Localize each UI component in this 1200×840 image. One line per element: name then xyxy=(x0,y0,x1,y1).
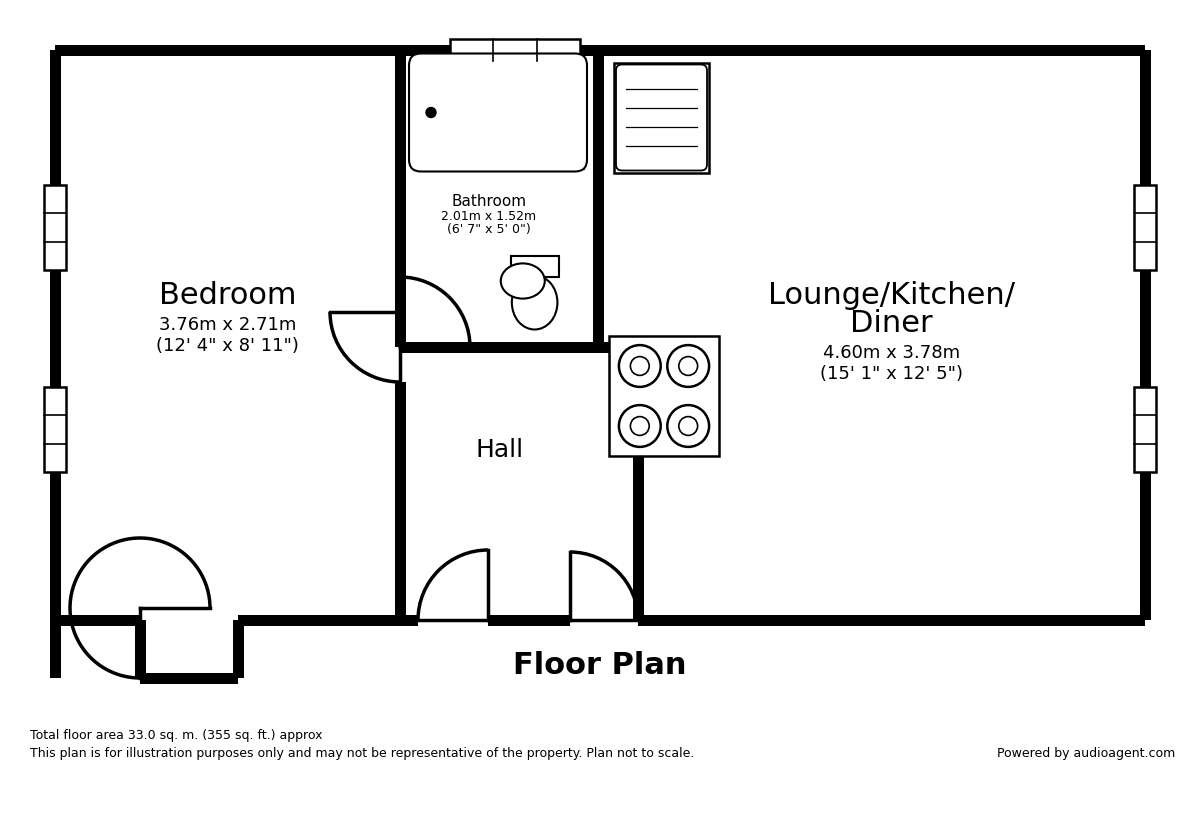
Bar xyxy=(1134,185,1156,270)
Text: Total floor area 33.0 sq. m. (355 sq. ft.) approx: Total floor area 33.0 sq. m. (355 sq. ft… xyxy=(30,728,323,742)
Text: (12' 4" x 8' 11"): (12' 4" x 8' 11") xyxy=(156,337,299,355)
Bar xyxy=(395,382,406,620)
Circle shape xyxy=(426,108,436,118)
Bar xyxy=(395,312,406,347)
Bar xyxy=(614,62,709,172)
Text: (15' 1" x 12' 5"): (15' 1" x 12' 5") xyxy=(820,365,964,383)
Bar xyxy=(44,387,66,472)
Bar xyxy=(511,256,559,277)
Text: Floor Plan: Floor Plan xyxy=(514,650,686,680)
FancyBboxPatch shape xyxy=(616,65,707,171)
Bar xyxy=(632,347,643,620)
Bar xyxy=(488,615,570,626)
Bar xyxy=(44,185,66,270)
Bar xyxy=(610,336,719,456)
Text: 2.01m x 1.52m: 2.01m x 1.52m xyxy=(442,210,536,223)
Bar xyxy=(638,615,1145,626)
Bar xyxy=(593,50,604,347)
Text: (6' 7" x 5' 0"): (6' 7" x 5' 0") xyxy=(448,223,530,236)
Bar xyxy=(55,615,140,626)
Bar xyxy=(49,50,60,678)
Bar xyxy=(395,50,406,347)
Text: Bedroom: Bedroom xyxy=(158,281,296,309)
Text: Diner: Diner xyxy=(850,308,932,338)
Bar xyxy=(238,615,418,626)
Bar xyxy=(49,620,60,678)
Bar xyxy=(140,673,238,684)
Bar xyxy=(598,342,638,353)
Text: Bathroom: Bathroom xyxy=(451,194,527,209)
Text: This plan is for illustration purposes only and may not be representative of the: This plan is for illustration purposes o… xyxy=(30,747,695,759)
Text: Powered by audioagent.com: Powered by audioagent.com xyxy=(997,747,1175,759)
Text: Lounge/Kitchen/: Lounge/Kitchen/ xyxy=(768,281,1015,309)
Text: 4.60m x 3.78m: 4.60m x 3.78m xyxy=(823,344,960,362)
Bar xyxy=(400,342,598,353)
Bar xyxy=(1140,50,1151,620)
Bar xyxy=(233,620,244,678)
Text: Hall: Hall xyxy=(476,438,524,462)
Ellipse shape xyxy=(500,264,545,298)
Bar xyxy=(450,39,580,61)
Ellipse shape xyxy=(512,276,558,329)
FancyBboxPatch shape xyxy=(409,54,587,171)
Bar xyxy=(413,57,583,167)
Bar xyxy=(55,45,1145,55)
Text: 3.76m x 2.71m: 3.76m x 2.71m xyxy=(158,316,296,334)
Bar xyxy=(134,620,145,678)
Bar xyxy=(1134,387,1156,472)
